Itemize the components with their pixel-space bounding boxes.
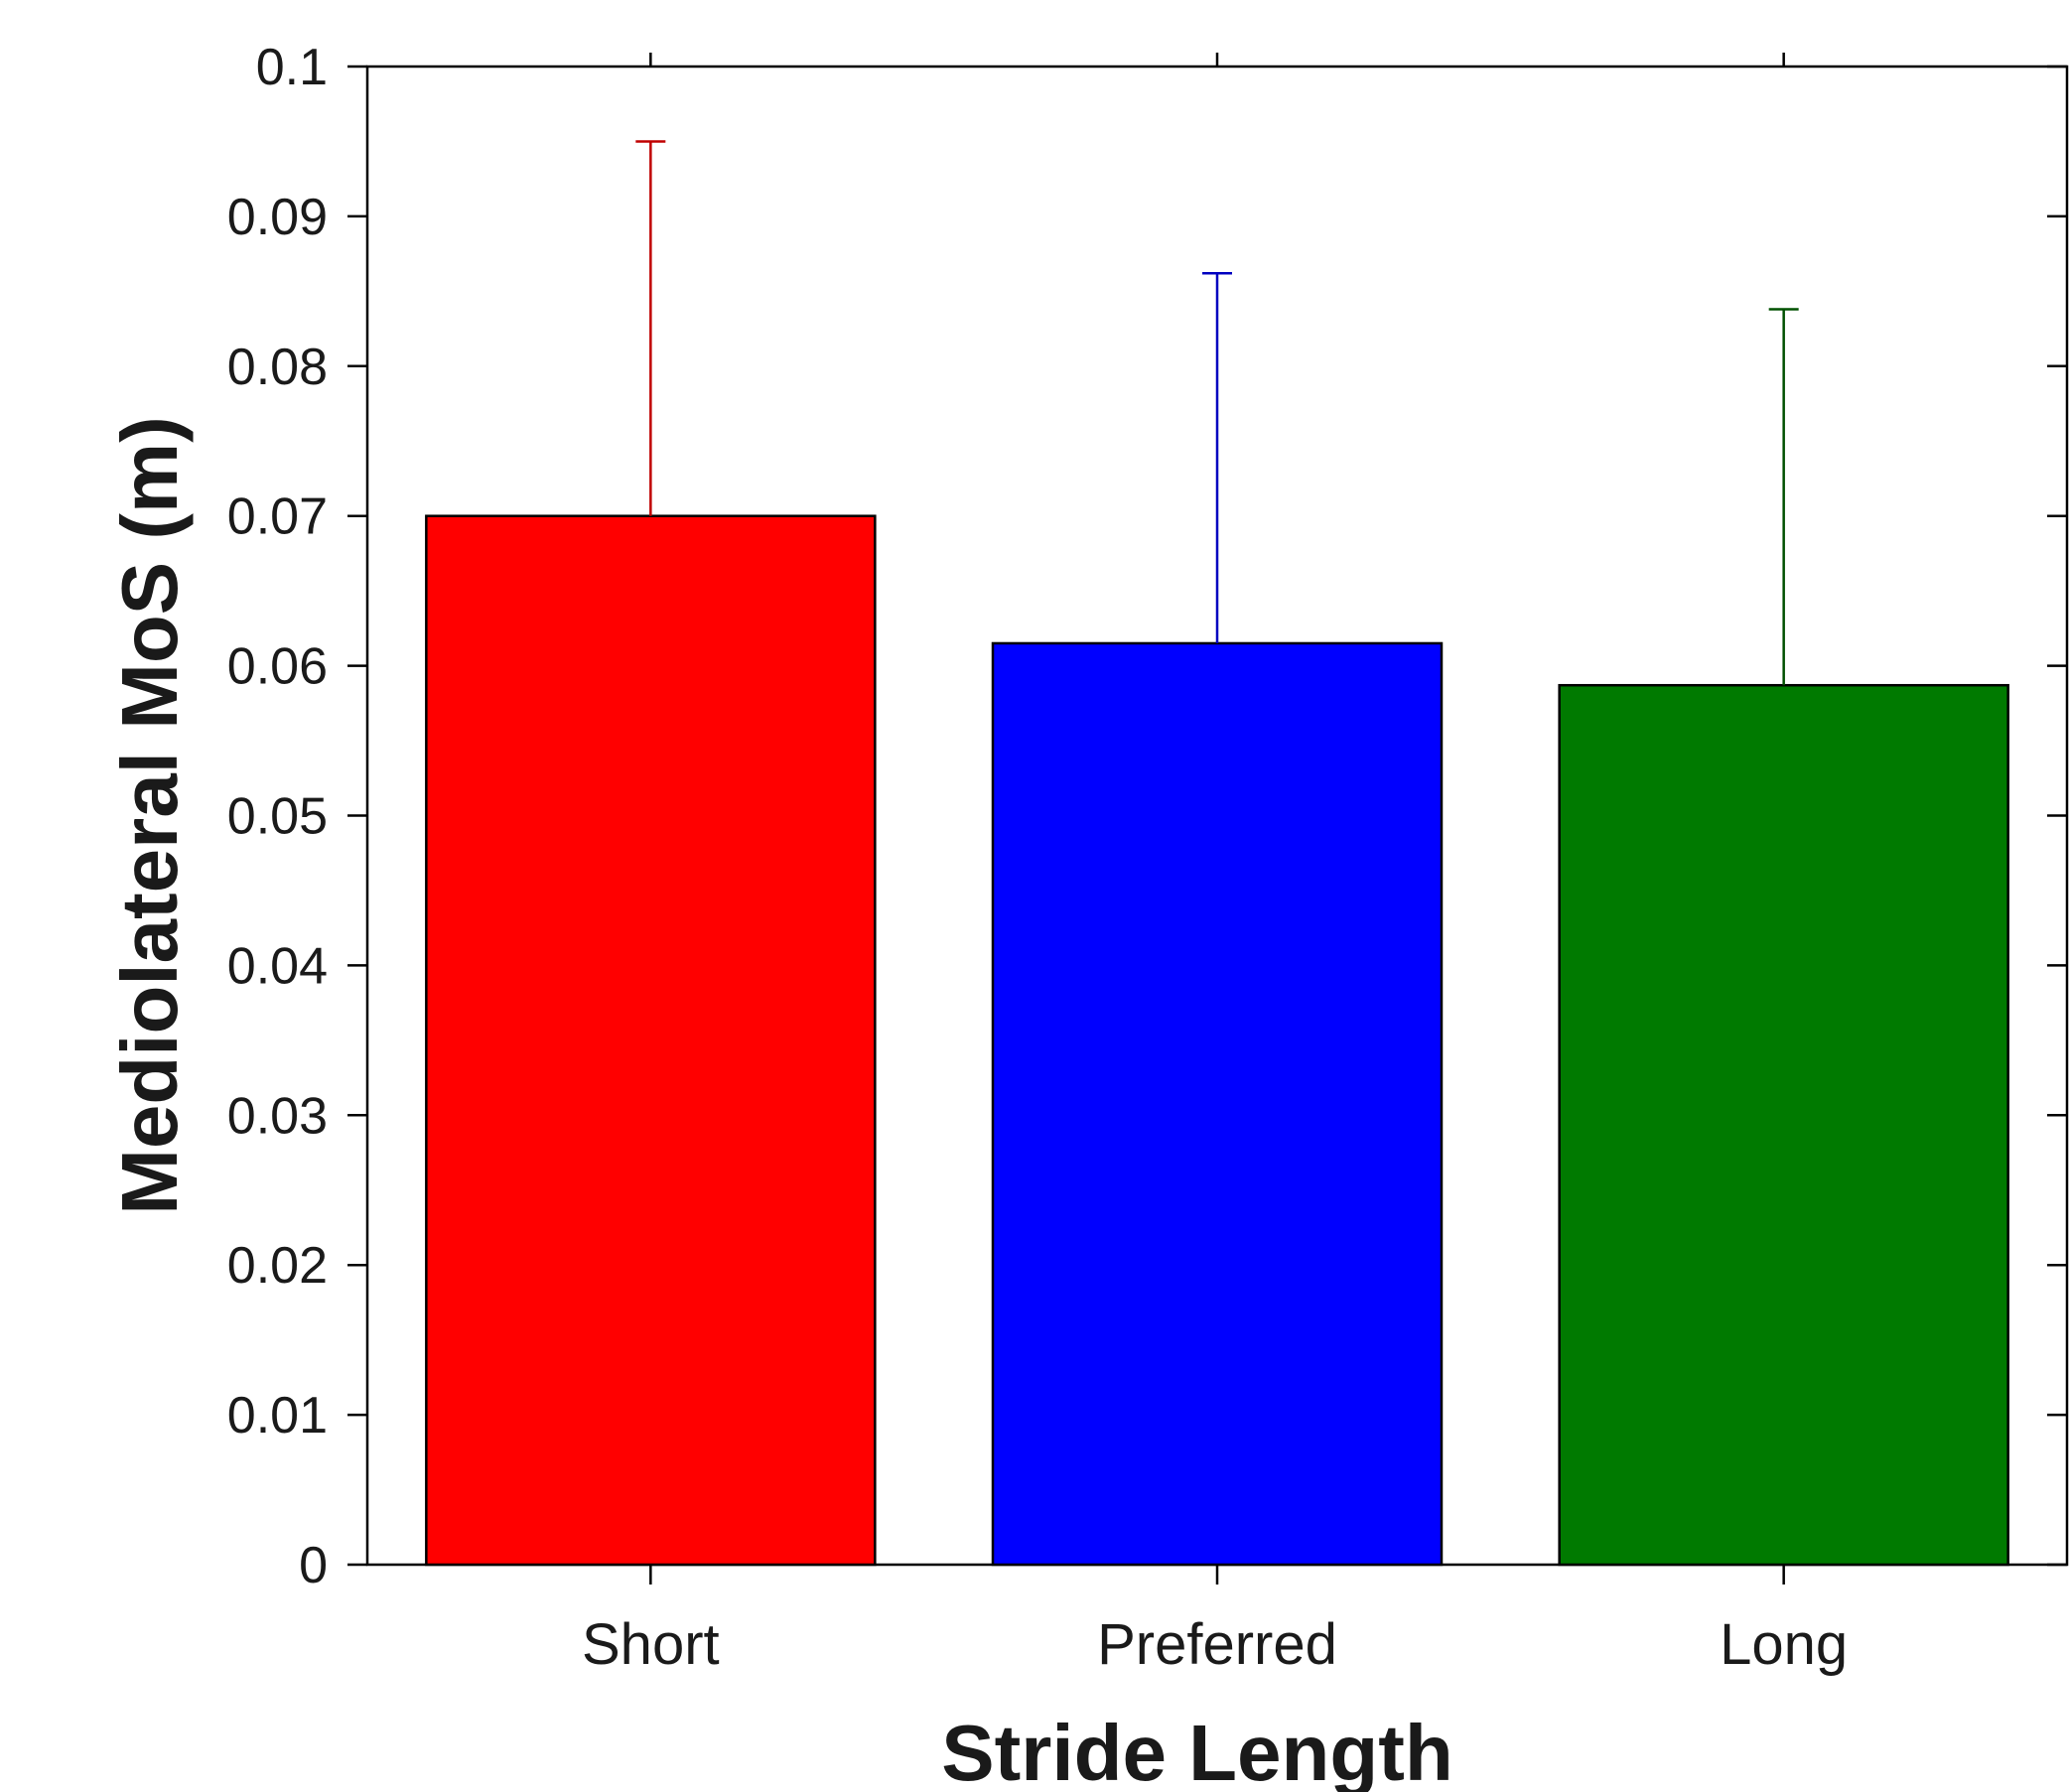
- x-axis-title: Stride Length: [941, 1709, 1453, 1792]
- x-axis: Short Preferred Long: [582, 53, 1848, 1677]
- y-tick-label: 0.05: [227, 788, 328, 846]
- y-tick-label: 0.04: [227, 937, 328, 995]
- bar-long: [1558, 683, 2009, 1567]
- y-tick-label: 0.06: [227, 638, 328, 696]
- bars: [425, 514, 2009, 1567]
- y-tick-label: 0.07: [227, 488, 328, 546]
- x-tick-label: Short: [582, 1612, 720, 1677]
- y-tick-label: 0.01: [227, 1387, 328, 1445]
- y-tick-label: 0.03: [227, 1087, 328, 1145]
- bar-preferred: [991, 641, 1444, 1567]
- y-axis: 0 0.01 0.02 0.03 0.04 0.05 0.06 0.07 0.08 0.09 0.1: [227, 39, 2067, 1594]
- x-tick-label: Preferred: [1097, 1612, 1337, 1677]
- x-tick-label: Long: [1720, 1612, 1848, 1677]
- y-tick-label: 0: [299, 1537, 328, 1594]
- y-tick-label: 0.02: [227, 1237, 328, 1295]
- bar-short: [425, 514, 877, 1567]
- y-tick-label: 0.09: [227, 189, 328, 246]
- y-axis-title: Mediolateral MoS (m): [105, 416, 194, 1215]
- error-bars: [635, 140, 1799, 686]
- y-tick-label: 0.08: [227, 339, 328, 396]
- y-tick-label: 0.1: [256, 39, 328, 96]
